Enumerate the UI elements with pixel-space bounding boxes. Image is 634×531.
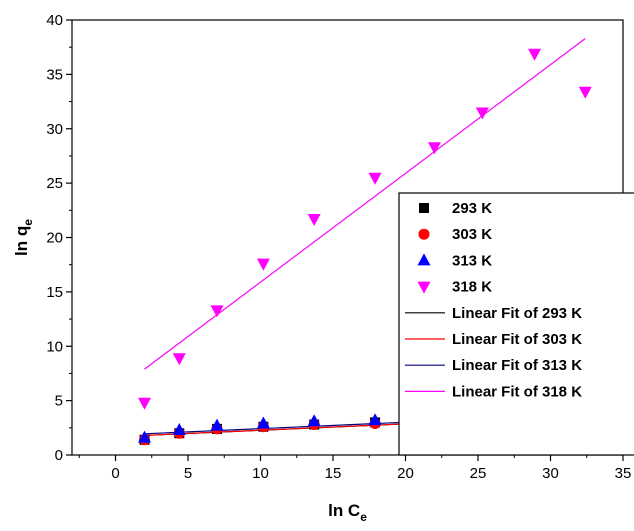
legend-label: Linear Fit of 318 K: [452, 383, 582, 400]
point-triangle-down: [307, 214, 321, 227]
legend-label: 318 K: [452, 279, 492, 296]
point-triangle-down: [210, 305, 224, 318]
point-triangle-up: [172, 422, 186, 435]
legend-label: Linear Fit of 303 K: [452, 331, 582, 348]
legend-label: 303 K: [452, 226, 492, 243]
point-triangle-down: [475, 107, 489, 120]
legend-label: Linear Fit of 293 K: [452, 305, 582, 322]
point-triangle-up: [210, 418, 224, 431]
y-tick-label: 10: [46, 338, 63, 355]
y-tick-label: 25: [46, 175, 63, 192]
legend-box: [398, 192, 634, 456]
legend-label: 293 K: [452, 200, 492, 217]
legend-marker-circle: [418, 228, 430, 240]
legend-label: Linear Fit of 313 K: [452, 357, 582, 374]
x-tick-label: 10: [252, 465, 269, 482]
y-tick-label: 20: [46, 230, 63, 247]
legend-marker-triangle-down: [417, 281, 431, 294]
x-tick-label: 35: [615, 465, 632, 482]
y-tick-label: 30: [46, 121, 63, 138]
point-triangle-down: [172, 353, 186, 366]
point-triangle-down: [528, 48, 542, 61]
point-triangle-up: [256, 416, 270, 429]
x-tick-label: 0: [111, 465, 119, 482]
legend-label: 313 K: [452, 252, 492, 269]
axes: 0 5 10 15 20 25 30 35 0 5 10 15 20 25 30 35 40: [46, 12, 631, 482]
point-triangle-down: [256, 258, 270, 271]
x-tick-label: 25: [470, 465, 487, 482]
x-axis-title-main: ln C: [328, 501, 360, 520]
x-tick-label: 5: [184, 465, 192, 482]
point-triangle-down: [368, 172, 382, 185]
point-triangle-down: [138, 397, 151, 410]
y-tick-label: 0: [55, 447, 63, 464]
x-axis-title: ln Ce: [328, 501, 367, 524]
y-tick-label: 40: [46, 12, 63, 29]
y-axis-title-main: ln q: [12, 226, 31, 256]
x-tick-label: 20: [397, 465, 414, 482]
x-axis-title-sub: e: [360, 510, 367, 524]
legend-marker-triangle-up: [417, 253, 431, 266]
y-tick-label: 15: [46, 284, 63, 301]
point-triangle-down: [428, 142, 441, 155]
y-tick-label: 5: [55, 393, 63, 410]
x-tick-label: 30: [542, 465, 559, 482]
legend-marker-square: [419, 203, 429, 213]
point-triangle-up: [368, 413, 382, 426]
y-tick-label: 35: [46, 66, 63, 83]
y-axis-title-sub: e: [21, 219, 35, 226]
y-axis-title: ln qe: [12, 219, 35, 256]
point-triangle-up: [138, 430, 151, 443]
legend: 293 K 303 K 313 K 318 K Linear Fit of 293 K L…: [398, 192, 634, 456]
point-triangle-down: [578, 86, 592, 99]
x-tick-label: 15: [325, 465, 342, 482]
point-triangle-up: [307, 414, 321, 427]
